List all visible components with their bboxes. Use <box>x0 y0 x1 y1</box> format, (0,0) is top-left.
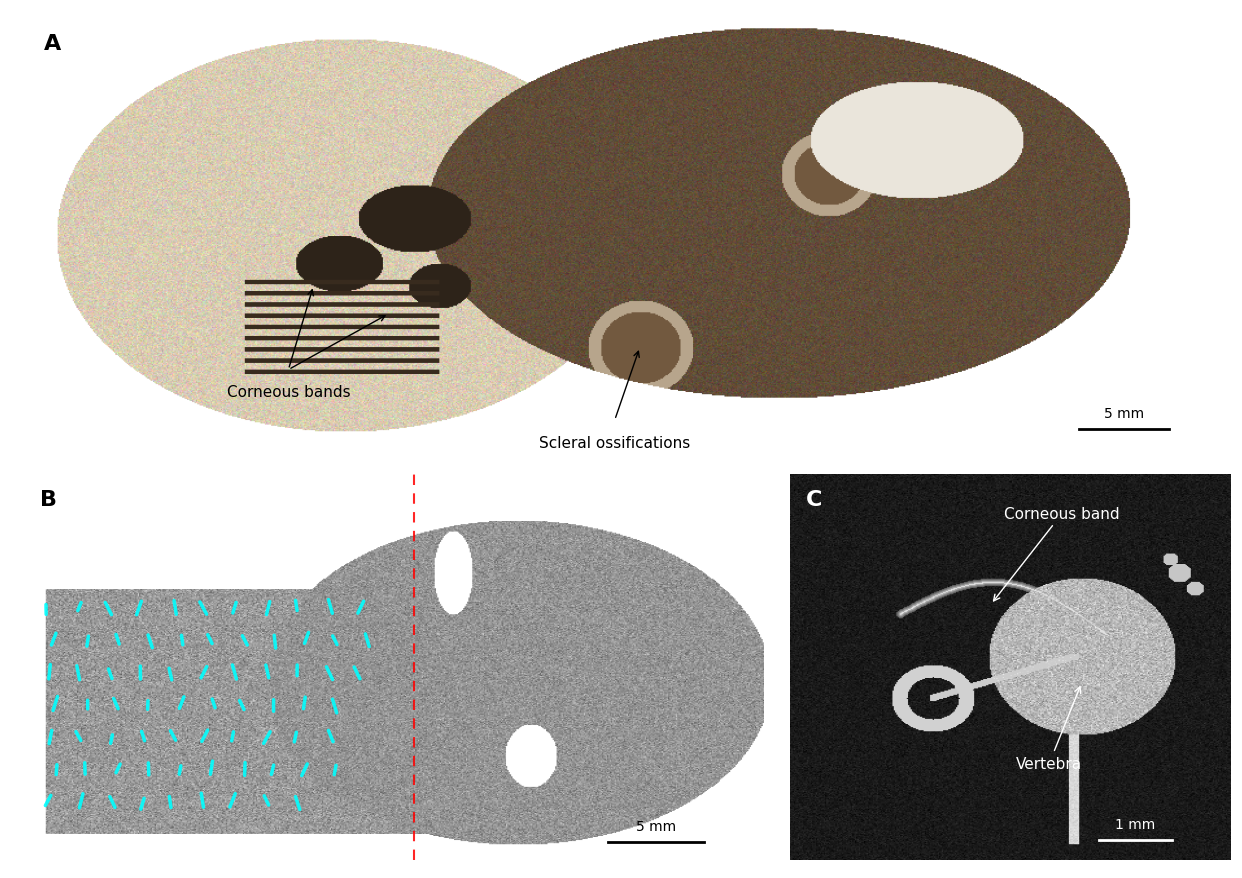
Text: 5 mm: 5 mm <box>636 819 677 833</box>
Text: C: C <box>806 490 822 510</box>
Text: 1 mm: 1 mm <box>1115 817 1155 831</box>
Text: Vertebra: Vertebra <box>1016 687 1082 771</box>
Text: A: A <box>43 34 61 54</box>
Text: 5 mm: 5 mm <box>1104 407 1144 421</box>
Text: Corneous bands: Corneous bands <box>226 385 350 399</box>
Text: B: B <box>41 490 57 510</box>
Text: Corneous band: Corneous band <box>994 506 1120 601</box>
Text: Scleral ossifications: Scleral ossifications <box>539 435 691 450</box>
